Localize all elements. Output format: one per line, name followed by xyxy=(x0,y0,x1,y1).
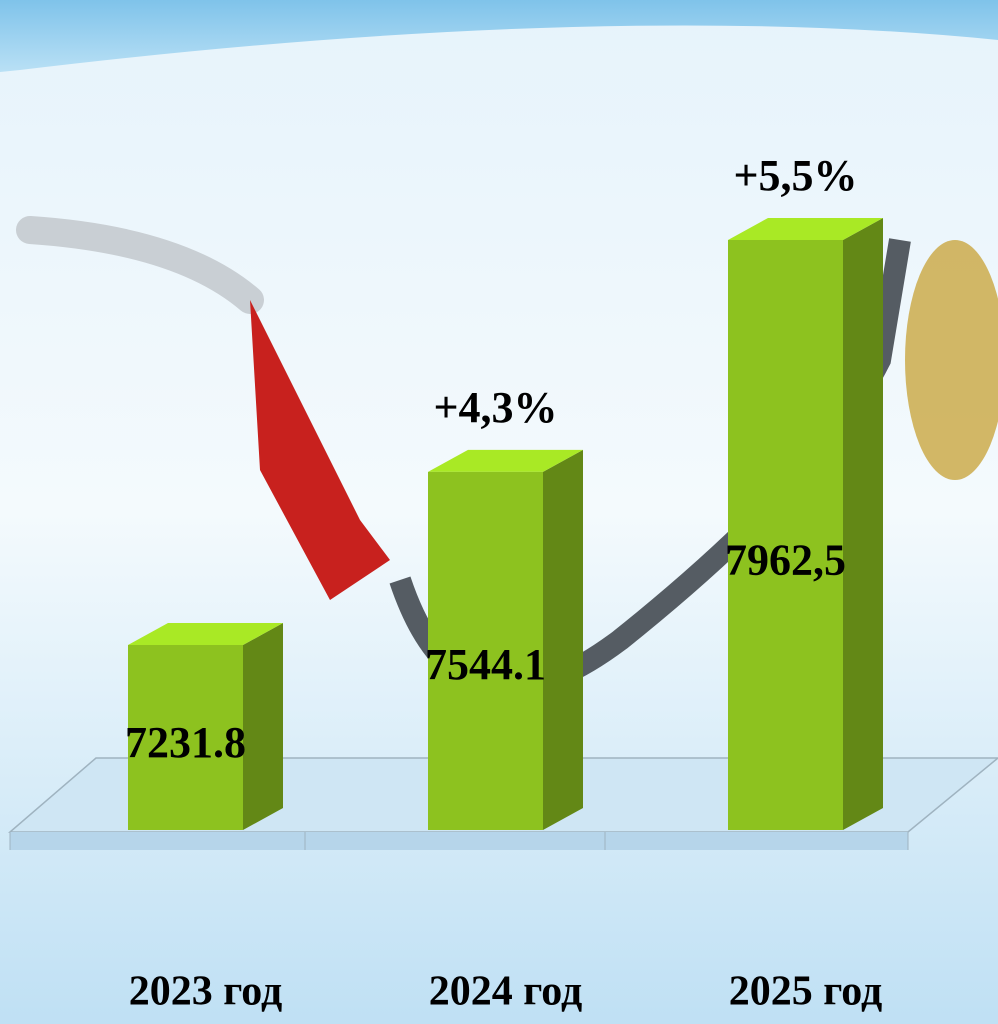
x-tick-label: 2023 год xyxy=(129,969,283,1015)
floor-edge xyxy=(10,832,908,850)
growth-label: +4,3% xyxy=(433,383,557,432)
growth-label: +5,5% xyxy=(733,151,857,200)
bar-side xyxy=(243,623,283,830)
x-tick-label: 2025 год xyxy=(729,969,883,1015)
x-tick-label: 2024 год xyxy=(429,969,583,1015)
bar-side xyxy=(543,450,583,830)
value-label: 7231.8 xyxy=(125,718,246,767)
bar-side xyxy=(843,218,883,830)
chart: 2023 год 7231.8 2024 год 7544.1 2025 год 7962… xyxy=(0,0,998,1024)
value-label: 7544.1 xyxy=(425,640,546,689)
value-label: 7962,5 xyxy=(725,536,846,585)
bar xyxy=(728,218,883,830)
